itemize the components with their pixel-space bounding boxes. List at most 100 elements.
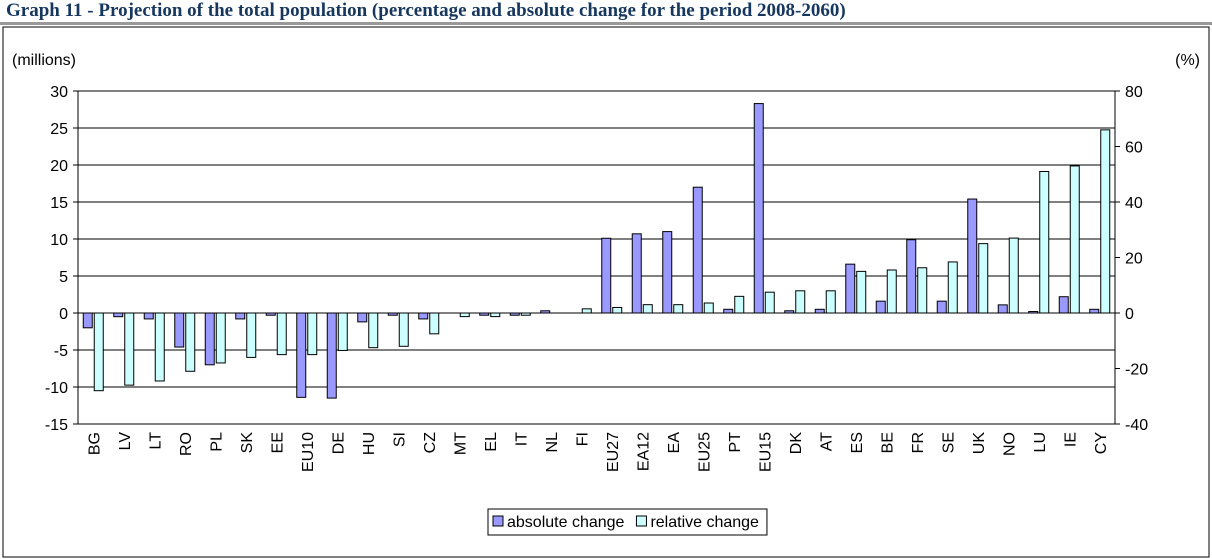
x-tick-label: DE bbox=[330, 432, 347, 454]
bar bbox=[692, 186, 703, 314]
x-tick-label: EU10 bbox=[300, 432, 317, 472]
x-tick-label: EL bbox=[483, 432, 500, 452]
y2-tick-label: -40 bbox=[1125, 417, 1148, 434]
y-tick-label: 0 bbox=[59, 306, 68, 323]
bar bbox=[307, 312, 318, 356]
bar bbox=[418, 312, 429, 320]
legend-label: absolute change bbox=[507, 514, 625, 531]
x-tick-label: LU bbox=[1032, 432, 1049, 452]
x-tick-label: PT bbox=[727, 432, 744, 453]
bar bbox=[398, 312, 409, 347]
bar bbox=[947, 261, 958, 314]
bar bbox=[357, 312, 368, 323]
bar bbox=[978, 243, 989, 314]
y-tick-label: 15 bbox=[50, 195, 68, 212]
bar bbox=[235, 312, 246, 320]
x-tick-label: LV bbox=[117, 432, 134, 451]
x-tick-label: NL bbox=[544, 432, 561, 453]
x-tick-label: CY bbox=[1093, 432, 1110, 455]
bar bbox=[581, 308, 592, 314]
x-tick-label: AT bbox=[818, 432, 835, 451]
bar bbox=[631, 233, 642, 314]
y-tick-label: 5 bbox=[59, 269, 68, 286]
bar bbox=[662, 231, 673, 314]
x-tick-label: EU27 bbox=[605, 432, 622, 472]
bar bbox=[814, 308, 825, 314]
legend: absolute change relative change bbox=[487, 508, 768, 536]
y-tick-label: -5 bbox=[54, 343, 68, 360]
bar bbox=[1058, 296, 1069, 314]
x-tick-label: FI bbox=[574, 432, 591, 446]
x-tick-label: MT bbox=[452, 432, 469, 455]
bar bbox=[601, 237, 612, 314]
bar bbox=[185, 312, 196, 372]
y2-axis-label: (%) bbox=[1175, 52, 1200, 69]
bar bbox=[174, 312, 185, 348]
y-axis-label: (millions) bbox=[12, 52, 76, 69]
y2-tick-label: 40 bbox=[1125, 195, 1143, 212]
bar bbox=[906, 239, 917, 314]
bar bbox=[154, 312, 165, 382]
chart-frame bbox=[2, 26, 1210, 558]
x-tick-label: IE bbox=[1062, 432, 1079, 447]
x-tick-label: BE bbox=[879, 432, 896, 453]
legend-frame bbox=[487, 508, 768, 536]
x-tick-label: LT bbox=[147, 432, 164, 450]
bar bbox=[326, 312, 337, 399]
bar bbox=[276, 312, 287, 356]
bar bbox=[143, 312, 154, 320]
x-tick-label: EE bbox=[269, 432, 286, 453]
bar bbox=[1100, 129, 1111, 314]
x-tick-label: EU15 bbox=[757, 432, 774, 472]
bar bbox=[246, 312, 257, 358]
x-tick-label: ES bbox=[849, 432, 866, 453]
y-tick-label: 30 bbox=[50, 84, 68, 101]
bar bbox=[875, 300, 886, 314]
x-tick-label: CZ bbox=[422, 432, 439, 454]
bar bbox=[845, 263, 856, 314]
bar bbox=[723, 308, 734, 314]
y2-tick-label: 20 bbox=[1125, 251, 1143, 268]
bar bbox=[764, 291, 775, 314]
bar bbox=[337, 312, 348, 351]
bar bbox=[429, 312, 440, 335]
x-tick-label: SI bbox=[391, 432, 408, 447]
legend-swatch bbox=[492, 515, 504, 527]
chart-title: Graph 11 - Projection of the total popul… bbox=[6, 0, 846, 21]
title-rule bbox=[0, 22, 1212, 25]
bar bbox=[997, 304, 1008, 314]
bar bbox=[734, 295, 745, 314]
x-tick-label: EU25 bbox=[696, 432, 713, 472]
bar bbox=[204, 312, 215, 366]
y2-tick-label: 80 bbox=[1125, 84, 1143, 101]
bar bbox=[82, 312, 93, 329]
bar bbox=[612, 306, 623, 314]
y-tick-label: 20 bbox=[50, 158, 68, 175]
x-tick-label: EA bbox=[666, 432, 683, 454]
x-tick-label: UK bbox=[971, 432, 988, 455]
x-tick-label: RO bbox=[178, 432, 195, 456]
bar bbox=[1069, 165, 1080, 314]
bar bbox=[113, 312, 124, 318]
bar bbox=[856, 270, 867, 314]
legend-swatch bbox=[635, 515, 647, 527]
x-tick-label: BG bbox=[86, 432, 103, 455]
bar bbox=[673, 304, 684, 314]
bar bbox=[967, 198, 978, 314]
y-tick-label: 10 bbox=[50, 232, 68, 249]
y2-tick-label: -20 bbox=[1125, 362, 1148, 379]
bar bbox=[1008, 237, 1019, 314]
x-tick-label: FR bbox=[910, 432, 927, 453]
y2-tick-label: 60 bbox=[1125, 140, 1143, 157]
bar bbox=[215, 312, 226, 364]
y-tick-label: -15 bbox=[45, 417, 68, 434]
bar bbox=[936, 300, 947, 314]
bar bbox=[917, 267, 928, 314]
bar bbox=[368, 312, 379, 349]
y-tick-label: 25 bbox=[50, 121, 68, 138]
y-tick-label: -10 bbox=[45, 380, 68, 397]
bar bbox=[1039, 170, 1050, 314]
x-tick-label: EA12 bbox=[635, 432, 652, 471]
